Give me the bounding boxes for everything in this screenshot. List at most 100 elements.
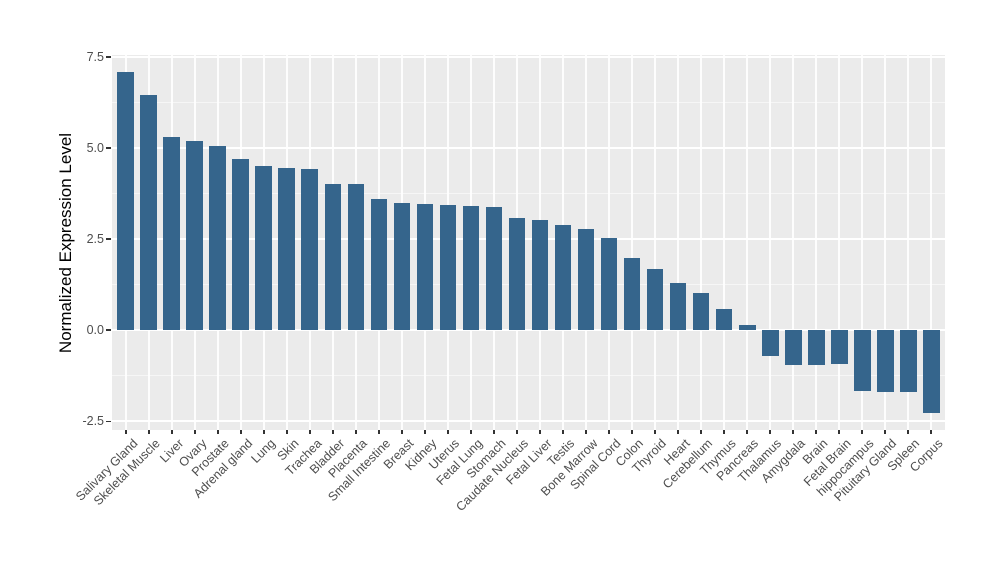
bar-uterus: [439, 205, 457, 331]
x-tick-mark: [286, 430, 288, 434]
gridline-vertical: [723, 55, 725, 430]
x-tick-mark: [332, 430, 334, 434]
bar-hippocampus: [853, 330, 871, 392]
x-tick-mark: [700, 430, 702, 434]
bar-breast: [393, 202, 411, 331]
gridline-major: [112, 146, 945, 149]
gridline-major: [112, 55, 945, 58]
x-tick-mark: [930, 430, 932, 434]
bar-placenta: [347, 184, 365, 331]
bar-adrenal-gland: [232, 158, 250, 331]
bar-pancreas: [738, 324, 756, 331]
bar-prostate: [209, 145, 227, 331]
x-tick-mark: [309, 430, 311, 434]
gridline-minor: [112, 375, 945, 377]
gridline-vertical: [677, 55, 679, 430]
x-tick-mark: [677, 430, 679, 434]
bar-colon: [623, 258, 641, 331]
y-tick-mark: [106, 329, 111, 331]
x-tick-mark: [217, 430, 219, 434]
bar-kidney: [416, 204, 434, 331]
y-tick-mark: [106, 147, 111, 149]
bar-testis: [554, 224, 572, 331]
gridline-minor: [112, 284, 945, 286]
y-tick-mark: [106, 238, 111, 240]
bar-thymus: [715, 308, 733, 331]
y-tick-mark: [106, 56, 111, 58]
bar-fetal-liver: [531, 220, 549, 331]
bar-caudate-nucleus: [508, 218, 526, 331]
gridline-major: [112, 420, 945, 423]
x-tick-mark: [746, 430, 748, 434]
bar-amygdala: [784, 330, 802, 366]
bar-bone-marrow: [577, 228, 595, 331]
bar-fetal-brain: [830, 330, 848, 365]
bar-stomach: [485, 206, 503, 331]
x-tick-mark: [562, 430, 564, 434]
bar-pituitary-gland: [876, 330, 894, 393]
gridline-vertical: [907, 55, 909, 430]
gridline-major: [112, 238, 945, 241]
x-tick-label: Lung: [248, 436, 279, 466]
y-tick-label: 7.5: [86, 49, 104, 64]
x-tick-mark: [240, 430, 242, 434]
bar-ovary: [186, 140, 204, 331]
gridline-minor: [112, 192, 945, 194]
bar-fetal-lung: [462, 206, 480, 331]
x-tick-mark: [631, 430, 633, 434]
x-tick-mark: [171, 430, 173, 434]
bar-skin: [278, 167, 296, 331]
gridline-vertical: [792, 55, 794, 430]
bar-liver: [163, 137, 181, 331]
x-tick-mark: [194, 430, 196, 434]
x-tick-mark: [125, 430, 127, 434]
gridline-vertical: [861, 55, 863, 430]
gridline-major: [112, 329, 945, 332]
x-tick-mark: [723, 430, 725, 434]
y-tick-label: 0.0: [86, 323, 104, 338]
x-tick-mark: [907, 430, 909, 434]
x-tick-mark: [792, 430, 794, 434]
x-tick-mark: [838, 430, 840, 434]
x-tick-mark: [608, 430, 610, 434]
x-tick-mark: [654, 430, 656, 434]
x-tick-mark: [769, 430, 771, 434]
gridline-vertical: [631, 55, 633, 430]
bar-brain: [807, 330, 825, 366]
x-tick-mark: [861, 430, 863, 434]
x-tick-mark: [539, 430, 541, 434]
bar-trachea: [301, 169, 319, 331]
y-tick-label: -2.5: [82, 414, 104, 429]
x-tick-mark: [263, 430, 265, 434]
bar-cerebellum: [692, 292, 710, 331]
y-tick-label: 5.0: [86, 140, 104, 155]
gridline-minor: [112, 101, 945, 103]
x-tick-mark: [470, 430, 472, 434]
x-tick-mark: [516, 430, 518, 434]
x-tick-mark: [815, 430, 817, 434]
x-tick-mark: [884, 430, 886, 434]
x-tick-mark: [585, 430, 587, 434]
plot-panel: [112, 55, 945, 430]
bar-thalamus: [761, 330, 779, 356]
y-tick-label: 2.5: [86, 232, 104, 247]
bar-corpus: [922, 330, 940, 413]
gridline-vertical: [746, 55, 748, 430]
bar-skeletal-muscle: [140, 94, 158, 331]
bar-heart: [669, 282, 687, 331]
gridline-vertical: [700, 55, 702, 430]
bar-bladder: [324, 184, 342, 331]
gridline-vertical: [815, 55, 817, 430]
x-tick-mark: [424, 430, 426, 434]
x-tick-mark: [447, 430, 449, 434]
bar-lung: [255, 166, 273, 331]
y-tick-mark: [106, 420, 111, 422]
bar-salivary-gland: [117, 72, 135, 331]
gridline-vertical: [930, 55, 932, 430]
bar-thyroid: [646, 269, 664, 331]
bar-spleen: [899, 330, 917, 393]
x-tick-mark: [378, 430, 380, 434]
x-tick-mark: [148, 430, 150, 434]
gridline-vertical: [838, 55, 840, 430]
